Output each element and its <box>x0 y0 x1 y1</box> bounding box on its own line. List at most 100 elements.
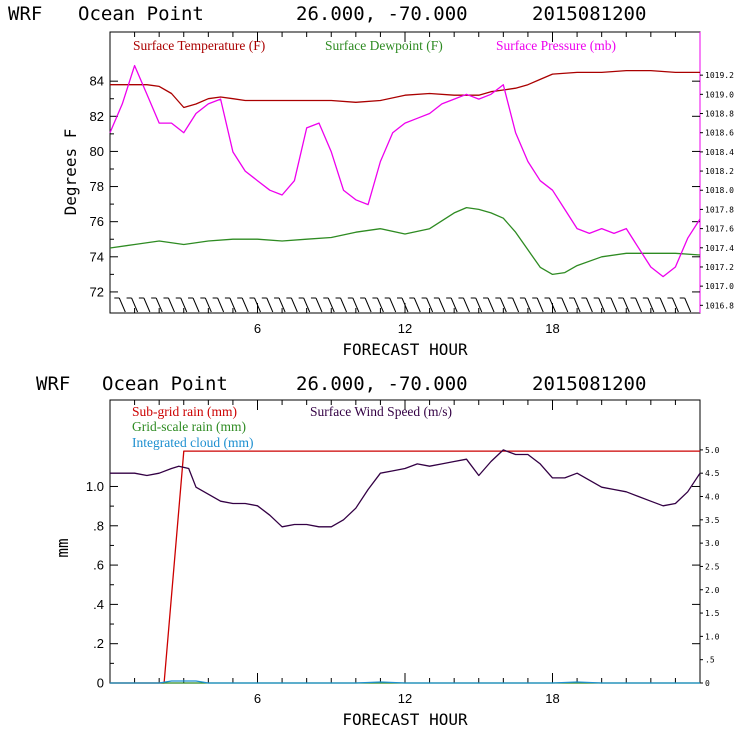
wind-barb <box>131 297 139 313</box>
wind-barb <box>340 297 348 313</box>
panel-2-x-ticks: 6 12 18 <box>134 400 676 706</box>
panel-2-series <box>110 449 701 684</box>
wind-barb <box>684 297 692 313</box>
wind-barb <box>585 297 593 313</box>
right-y-tick-label: 1018.6 <box>705 129 734 138</box>
x-tick-label: 12 <box>398 691 412 706</box>
x-tick-label: 18 <box>545 691 559 706</box>
right-y-tick-label: 1018.2 <box>705 167 734 176</box>
wind-barb <box>278 297 286 313</box>
y-tick-label: 84 <box>90 74 104 89</box>
wind-barb <box>438 297 446 313</box>
legend-surface-wind-speed: Surface Wind Speed (m/s) <box>310 404 452 419</box>
y-tick-label: 82 <box>90 109 104 124</box>
legend-grid-scale-rain: Grid-scale rain (mm) <box>132 419 246 434</box>
right-y-tick-label: 1017.2 <box>705 263 734 272</box>
y-tick-label: 72 <box>90 284 104 299</box>
panel-1-x-axis-label: FORECAST HOUR <box>342 340 468 359</box>
panel-2-header-location: Ocean Point <box>102 373 228 395</box>
panel-2-header-model: WRF <box>36 373 70 395</box>
series-line-surface-wind-speed-m-s <box>110 449 701 528</box>
legend-integrated-cloud: Integrated cloud (mm) <box>132 435 253 450</box>
right-y-tick-label: 2.5 <box>705 562 720 571</box>
right-y-tick-label: 1018.4 <box>705 148 734 157</box>
wind-barb <box>573 297 581 313</box>
wind-barb <box>524 297 532 313</box>
wind-barb <box>204 297 212 313</box>
right-y-tick-label: 1017.4 <box>705 244 734 253</box>
panel-2-y-axis-label: mm <box>53 538 72 557</box>
y-tick-label: .4 <box>93 597 104 612</box>
panel-1-temperature-pressure: WRF Ocean Point 26.000, -70.000 20150812… <box>8 3 734 359</box>
panel-1-header-coords: 26.000, -70.000 <box>296 3 468 25</box>
right-y-tick-label: 3.0 <box>705 539 720 548</box>
panel-1-right-y-ticks: 1016.8 1017.0 1017.2 1017.4 1017.6 1017.8 1018… <box>700 71 734 310</box>
wind-barb <box>622 297 630 313</box>
y-tick-label: 74 <box>90 249 104 264</box>
legend-sub-grid-rain: Sub-grid rain (mm) <box>132 404 237 419</box>
wind-barb <box>327 297 335 313</box>
y-tick-label: 0 <box>97 676 104 691</box>
panel-2-right-y-ticks: 0 .5 1.0 1.5 2.0 2.5 3.0 3.5 4.0 4.5 5.0 <box>700 446 720 688</box>
legend-surface-temperature: Surface Temperature (F) <box>133 38 265 53</box>
panel-1-x-ticks: 6 12 18 <box>134 32 676 336</box>
x-tick-label: 6 <box>254 321 261 336</box>
y-tick-label: .8 <box>93 518 104 533</box>
wind-barb <box>315 297 323 313</box>
y-tick-label: .6 <box>93 558 104 573</box>
wind-barb <box>512 297 520 313</box>
wind-barb <box>364 297 372 313</box>
y-tick-label: 78 <box>90 179 104 194</box>
right-y-tick-label: 5.0 <box>705 446 720 455</box>
right-y-tick-label: 1017.0 <box>705 282 734 291</box>
x-tick-label: 18 <box>545 321 559 336</box>
wind-barb <box>266 297 274 313</box>
panel-1-wind-barbs <box>114 297 692 313</box>
wind-barb <box>450 297 458 313</box>
wind-barb <box>598 297 606 313</box>
right-y-tick-label: 1.5 <box>705 609 720 618</box>
panel-2-x-axis-label: FORECAST HOUR <box>342 710 468 729</box>
panel-1-header-model: WRF <box>8 3 42 25</box>
x-tick-label: 12 <box>398 321 412 336</box>
panel-2-header-coords: 26.000, -70.000 <box>296 373 468 395</box>
legend-surface-dewpoint: Surface Dewpoint (F) <box>325 38 443 53</box>
series-line-surface-dewpoint-f <box>109 206 701 276</box>
panel-1-header-location: Ocean Point <box>78 3 204 25</box>
right-y-tick-label: 1018.0 <box>705 186 734 195</box>
wind-barb <box>401 297 409 313</box>
series-line-sub-grid-rain-mm <box>110 450 700 684</box>
wind-barb <box>647 297 655 313</box>
panel-2-header-date: 2015081200 <box>532 373 646 395</box>
wind-barb <box>389 297 397 313</box>
wind-barb <box>180 297 188 313</box>
wind-barb <box>155 297 163 313</box>
wind-barb <box>462 297 470 313</box>
right-y-tick-label: 1016.8 <box>705 301 734 310</box>
wind-barb <box>475 297 483 313</box>
panel-1-y-axis-label: Degrees F <box>61 129 80 216</box>
panel-1-y-ticks: 72 74 76 78 80 82 84 <box>90 74 700 299</box>
wind-barb <box>241 297 249 313</box>
wind-barb <box>167 297 175 313</box>
panel-2-y-ticks: 0 .2 .4 .6 .8 1.0 <box>86 479 700 691</box>
wind-barb <box>217 297 225 313</box>
wind-barb <box>635 297 643 313</box>
right-y-tick-label: 1017.8 <box>705 205 734 214</box>
wind-barb <box>192 297 200 313</box>
wind-barb <box>376 297 384 313</box>
wind-barb <box>610 297 618 313</box>
wind-barb <box>499 297 507 313</box>
wind-barb <box>413 297 421 313</box>
wind-barb <box>487 297 495 313</box>
wind-barb <box>118 297 126 313</box>
legend-surface-pressure: Surface Pressure (mb) <box>496 38 616 53</box>
panel-1-plot-frame <box>109 31 701 314</box>
wind-barb <box>229 297 237 313</box>
right-y-tick-label: 1019.2 <box>705 71 734 80</box>
wind-barb <box>659 297 667 313</box>
wind-barb <box>254 297 261 313</box>
y-tick-label: 80 <box>90 144 104 159</box>
wind-barb <box>426 297 434 313</box>
right-y-tick-label: 1.0 <box>705 632 720 641</box>
